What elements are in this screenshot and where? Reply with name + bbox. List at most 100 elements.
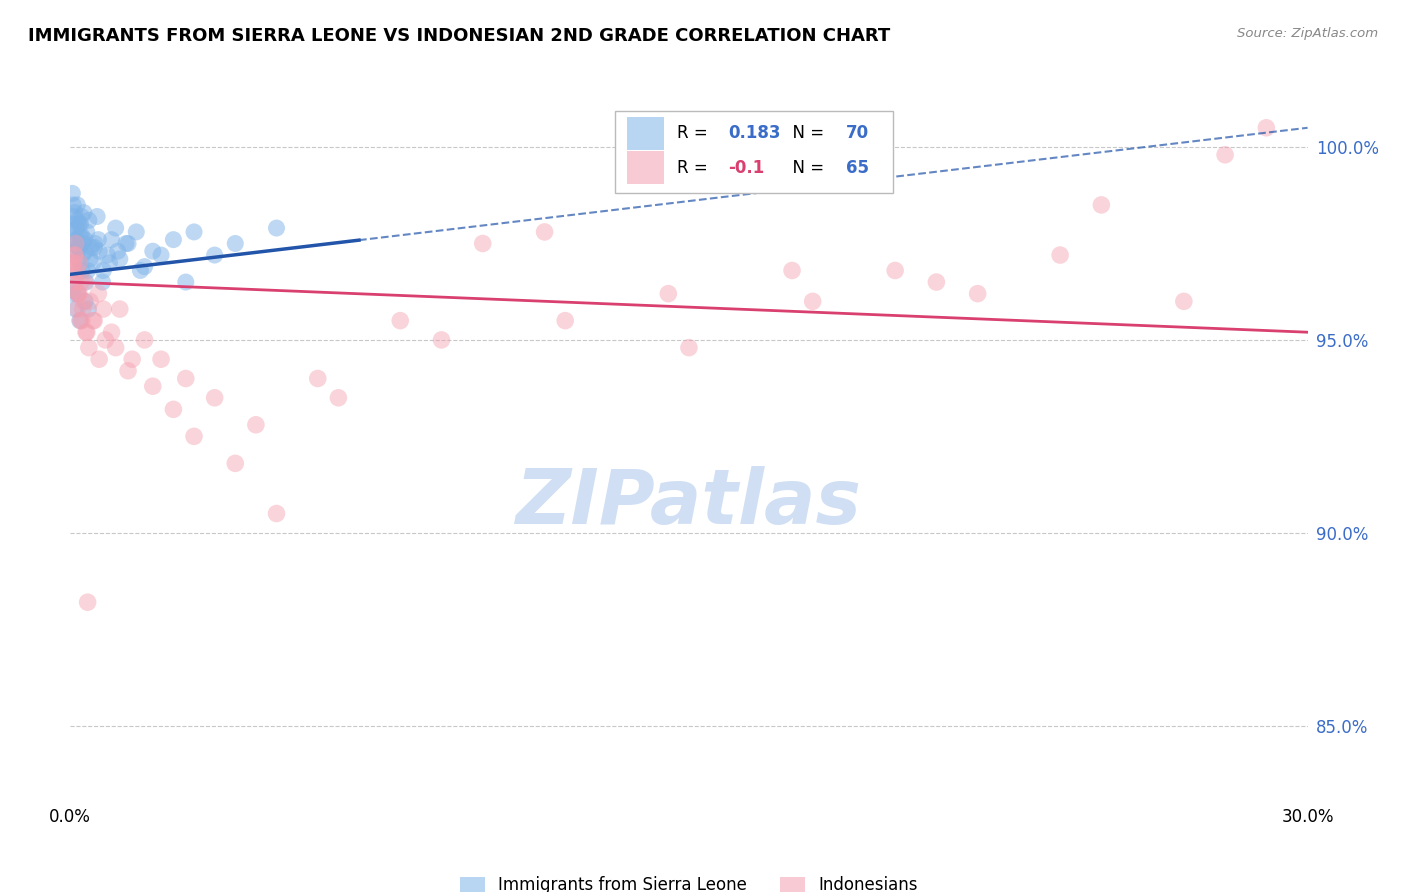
Point <box>63 205 86 219</box>
Point <box>224 236 246 251</box>
Point <box>89 352 111 367</box>
Point <box>65 301 87 316</box>
Point <box>108 252 131 266</box>
Point <box>174 371 197 385</box>
Point <box>76 263 98 277</box>
Point <box>66 213 89 227</box>
Point <box>91 301 114 316</box>
Point <box>204 391 226 405</box>
Point <box>79 294 101 309</box>
Point <box>60 236 83 251</box>
Point <box>73 233 96 247</box>
Point <box>69 313 91 327</box>
Point <box>65 233 87 247</box>
Point <box>389 313 412 327</box>
Point <box>884 263 907 277</box>
Point <box>83 240 105 254</box>
Point <box>86 210 108 224</box>
Point <box>471 236 494 251</box>
Point <box>75 244 97 259</box>
Point <box>1213 148 1236 162</box>
Point <box>76 225 98 239</box>
Point <box>91 263 114 277</box>
Point <box>63 248 86 262</box>
Point <box>134 260 156 274</box>
Point <box>67 240 90 254</box>
Point <box>100 325 122 339</box>
Point <box>77 341 100 355</box>
Point <box>63 275 86 289</box>
Point <box>62 286 84 301</box>
Point <box>62 225 84 239</box>
Point <box>533 225 555 239</box>
Point <box>73 205 96 219</box>
Point <box>328 391 350 405</box>
Point <box>162 233 184 247</box>
Point <box>82 313 104 327</box>
Point <box>67 240 90 254</box>
Point <box>66 286 89 301</box>
Point <box>117 364 139 378</box>
Point <box>134 333 156 347</box>
Point <box>69 217 91 231</box>
Point <box>72 294 94 309</box>
Text: Source: ZipAtlas.com: Source: ZipAtlas.com <box>1237 27 1378 40</box>
Text: N =: N = <box>782 125 830 143</box>
Point <box>66 252 89 266</box>
Text: -0.1: -0.1 <box>728 159 765 177</box>
Point <box>104 221 127 235</box>
Text: R =: R = <box>676 125 713 143</box>
Point <box>87 286 110 301</box>
Point <box>76 325 98 339</box>
Point <box>62 198 84 212</box>
Text: R =: R = <box>676 159 713 177</box>
Point <box>63 210 86 224</box>
Point <box>70 228 93 243</box>
Point <box>62 263 84 277</box>
Point <box>224 456 246 470</box>
Text: 65: 65 <box>846 159 869 177</box>
Point <box>98 256 121 270</box>
Point <box>66 198 89 212</box>
Point <box>62 256 84 270</box>
FancyBboxPatch shape <box>627 152 664 184</box>
Point <box>554 313 576 327</box>
Point <box>94 333 117 347</box>
Point <box>84 236 107 251</box>
Point <box>70 275 93 289</box>
Point <box>1090 198 1112 212</box>
Point <box>63 275 86 289</box>
Point <box>107 244 129 259</box>
Point <box>115 236 138 251</box>
Point <box>65 236 87 251</box>
Point <box>801 294 824 309</box>
Point <box>70 210 93 224</box>
Point <box>77 213 100 227</box>
Point <box>142 244 165 259</box>
Legend: Immigrants from Sierra Leone, Indonesians: Immigrants from Sierra Leone, Indonesian… <box>460 876 918 892</box>
Point <box>204 248 226 262</box>
Point <box>67 256 90 270</box>
Point <box>67 286 90 301</box>
Point <box>80 240 103 254</box>
Point <box>925 275 948 289</box>
Point <box>780 263 803 277</box>
Point <box>76 595 98 609</box>
Point <box>150 352 173 367</box>
Point <box>82 256 104 270</box>
Point <box>89 244 111 259</box>
Point <box>966 286 988 301</box>
Point <box>100 233 122 247</box>
Point <box>75 294 97 309</box>
Point <box>117 236 139 251</box>
Point <box>129 263 152 277</box>
Point <box>67 286 90 301</box>
Point <box>69 313 91 327</box>
Point <box>87 233 110 247</box>
Point <box>65 248 87 262</box>
Point <box>66 301 89 316</box>
Point <box>65 233 87 247</box>
Point <box>67 217 90 231</box>
Point <box>174 275 197 289</box>
Point <box>72 263 94 277</box>
